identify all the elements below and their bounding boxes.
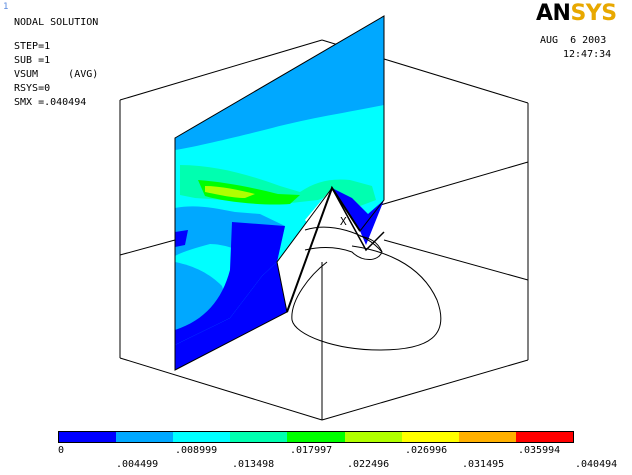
contour-legend-bar bbox=[58, 431, 574, 443]
contour-region bbox=[198, 180, 300, 205]
legend-label: .026996 bbox=[405, 445, 448, 456]
window-number: 1 bbox=[3, 2, 9, 12]
logo-sys: SYS bbox=[570, 1, 617, 26]
contour-plane bbox=[174, 15, 385, 371]
contour-region bbox=[175, 222, 285, 345]
time-label: 12:47:34 bbox=[563, 49, 612, 60]
legend-color-segment bbox=[344, 432, 402, 442]
legend-label: .017997 bbox=[290, 445, 333, 456]
logo-an: AN bbox=[536, 1, 571, 26]
info-line-sub: SUB =1 bbox=[14, 55, 51, 66]
notch-edge bbox=[331, 187, 385, 252]
notch-curve bbox=[359, 235, 383, 253]
contour-region bbox=[175, 262, 287, 370]
cube-edge bbox=[119, 239, 176, 256]
geometry-outlines bbox=[291, 226, 442, 351]
cube-edge bbox=[383, 239, 529, 281]
contour-region bbox=[175, 16, 384, 150]
legend-label: .022496 bbox=[347, 459, 390, 470]
legend-label: .035994 bbox=[518, 445, 561, 456]
node-marker: X bbox=[340, 215, 347, 228]
legend-color-segment bbox=[173, 432, 231, 442]
legend-color-segment bbox=[116, 432, 174, 442]
legend-color-segment bbox=[458, 432, 516, 442]
cube-edge bbox=[321, 359, 529, 421]
info-line-step: STEP=1 bbox=[14, 41, 51, 52]
legend-label: .004499 bbox=[116, 459, 159, 470]
contour-region bbox=[205, 186, 255, 198]
legend-color-segment bbox=[230, 432, 288, 442]
legend-label: .013498 bbox=[232, 459, 275, 470]
notch-ellipse bbox=[291, 245, 442, 351]
legend-color-segment bbox=[515, 432, 573, 442]
contour-region bbox=[332, 188, 384, 245]
legend-color-segment bbox=[59, 432, 117, 442]
info-line-vsum: VSUM (AVG) bbox=[14, 69, 99, 80]
info-line-rsys: RSYS=0 bbox=[14, 83, 51, 94]
legend-label: .031495 bbox=[462, 459, 505, 470]
date-label: AUG 6 2003 bbox=[540, 35, 607, 46]
legend-label: .040494 bbox=[575, 459, 618, 470]
legend-label: 0 bbox=[58, 445, 65, 456]
ansys-logo: ANSYS bbox=[536, 2, 617, 26]
legend-color-segment bbox=[287, 432, 345, 442]
cube-edge bbox=[119, 357, 323, 421]
contour-region bbox=[175, 230, 188, 247]
legend-color-segment bbox=[401, 432, 459, 442]
notch-curve bbox=[304, 226, 383, 260]
legend-label: .008999 bbox=[175, 445, 218, 456]
result-title: NODAL SOLUTION bbox=[14, 17, 99, 28]
info-line-smx: SMX =.040494 bbox=[14, 97, 87, 108]
cube-edge bbox=[119, 39, 323, 101]
